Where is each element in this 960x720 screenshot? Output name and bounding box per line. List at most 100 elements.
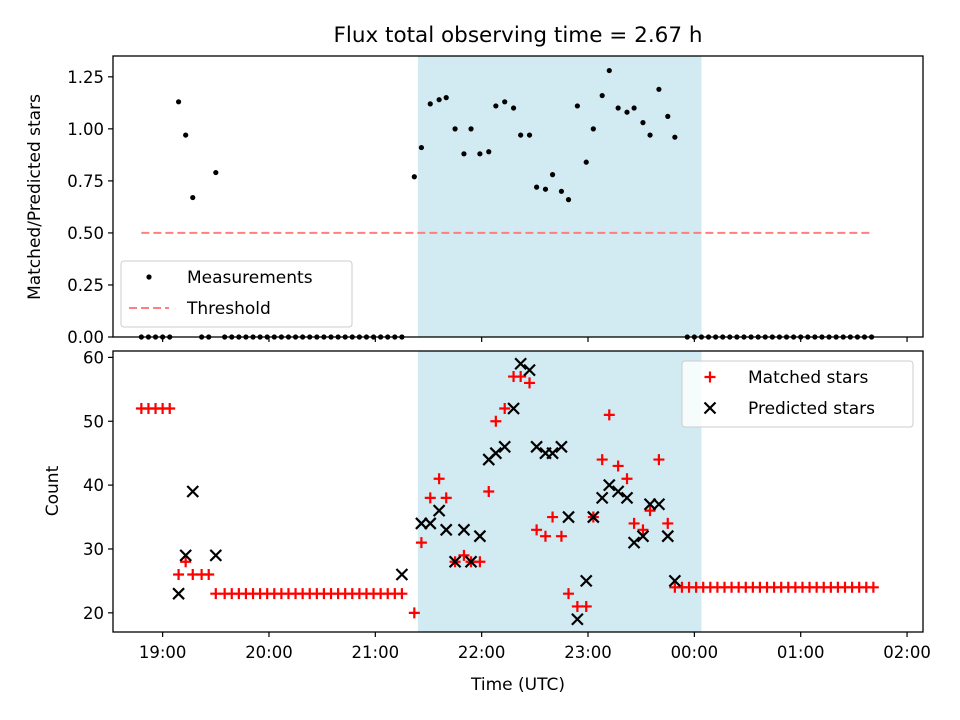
- bottom-matched-point: [415, 537, 427, 549]
- top-measurement-point: [452, 126, 458, 132]
- bottom-predicted-point: [457, 523, 471, 537]
- top-measurement-point: [542, 186, 549, 192]
- bottom-matched-point: [612, 460, 624, 472]
- bottom-predicted-point: [587, 510, 600, 524]
- chart-title: Flux total observing time = 2.67 h: [334, 23, 703, 48]
- top-measurement-point: [411, 174, 417, 180]
- bottom-predicted-point: [179, 549, 192, 562]
- top-measurement-point: [647, 132, 653, 138]
- top-measurement-point: [213, 169, 219, 176]
- bottom-matched-point: [483, 486, 495, 497]
- bottom-predicted-point: [464, 555, 478, 569]
- bottom-matched-point: [603, 409, 615, 421]
- top-measurement-point: [493, 103, 499, 109]
- bottom-matched-point: [596, 454, 608, 466]
- bottom-matched-point: [621, 473, 633, 485]
- bottom-predicted-point: [579, 574, 593, 588]
- bottom-matched-point: [515, 371, 527, 383]
- bottom-predicted-point: [546, 446, 559, 460]
- bottom-predicted-point: [571, 612, 584, 626]
- bottom-matched-point: [173, 569, 185, 581]
- bottom-predicted-point: [395, 568, 409, 581]
- top-measurement-point: [672, 134, 678, 140]
- top-measurement-point: [486, 149, 492, 155]
- bottom-legend-label: Predicted stars: [748, 399, 875, 419]
- top-measurement-point: [526, 132, 533, 138]
- bottom-predicted-point: [473, 529, 487, 543]
- top-measurement-point: [665, 113, 671, 119]
- bottom-predicted-point: [498, 440, 511, 454]
- bottom-legend-label: Matched stars: [748, 368, 868, 388]
- bottom-predicted-point: [555, 440, 568, 454]
- top-measurement-point: [549, 172, 556, 178]
- bottom-predicted-point: [448, 555, 462, 569]
- bottom-predicted-point: [661, 529, 675, 543]
- top-measurement-point: [656, 86, 662, 92]
- top-measurement-point: [558, 188, 565, 194]
- bottom-matched-point: [547, 511, 559, 523]
- bottom-y-tick-label: 20: [83, 604, 104, 623]
- top-panel: 0.00 0.25 0.50 0.75 1.00 1.25 Measurements Thre…: [67, 55, 924, 347]
- bottom-predicted-point: [620, 491, 634, 505]
- bottom-predicted-point: [423, 517, 437, 530]
- top-measurement-point: [599, 92, 605, 99]
- top-measurement-point: [590, 126, 596, 132]
- bottom-x-tick-label: 19:00: [139, 643, 187, 662]
- bottom-predicted-point: [627, 536, 641, 549]
- bottom-x-tick-label: 20:00: [245, 643, 293, 662]
- top-legend-label: Threshold: [186, 299, 271, 319]
- bottom-matched-point: [180, 556, 192, 568]
- bottom-predicted-point: [432, 504, 446, 517]
- top-y-tick-label: 0.75: [67, 172, 104, 191]
- bottom-y-tick-label: 50: [83, 412, 104, 431]
- bottom-x-tick-label: 21:00: [352, 643, 400, 662]
- bottom-predicted-point: [489, 446, 503, 460]
- top-measurement-point: [502, 99, 508, 105]
- top-legend-label: Measurements: [187, 268, 313, 288]
- top-y-tick-label: 1.00: [67, 120, 104, 139]
- top-measurement-point: [574, 103, 580, 109]
- top-shaded-region: [417, 56, 702, 337]
- bottom-x-tick-label: 00:00: [671, 643, 719, 662]
- bottom-predicted-point: [523, 363, 536, 377]
- top-measurement-point: [443, 95, 449, 101]
- bottom-matched-point: [490, 415, 502, 427]
- top-legend-box: [120, 260, 353, 328]
- bottom-y-tick-label: 60: [83, 348, 104, 367]
- bottom-y-tick-label: 30: [83, 540, 104, 559]
- bottom-predicted-point: [186, 485, 200, 498]
- top-measurement-point: [468, 126, 474, 132]
- top-measurement-point: [436, 97, 442, 103]
- bottom-matched-point: [653, 454, 665, 466]
- bottom-predicted-point: [595, 491, 609, 505]
- bottom-predicted-point: [652, 497, 666, 511]
- bottom-panel: 20 30 40 50 60 19:00 20:00 21:00 22:00 23:00 00:00…: [83, 348, 931, 662]
- bottom-predicted-point: [172, 587, 185, 600]
- bottom-x-tick-label: 02:00: [883, 643, 931, 662]
- top-measurement-point: [624, 109, 630, 115]
- bottom-matched-point: [433, 473, 445, 485]
- bottom-x-tick-label: 22:00: [458, 643, 506, 662]
- bottom-predicted-point: [439, 523, 453, 537]
- bottom-matched-point: [555, 530, 567, 542]
- bottom-matched-point: [424, 492, 436, 504]
- bottom-predicted-point: [668, 574, 682, 588]
- bottom-matched-point: [867, 581, 879, 593]
- top-measurement-point: [510, 105, 517, 111]
- bottom-matched-point: [164, 402, 176, 414]
- bottom-x-tick-label: 01:00: [777, 643, 825, 662]
- bottom-matched-point: [408, 607, 420, 619]
- bottom-y-axis-label: Count: [43, 465, 63, 516]
- bottom-matched-point: [440, 492, 452, 504]
- bottom-matched-point: [396, 588, 408, 600]
- bottom-matched-point: [637, 524, 649, 536]
- top-measurement-point: [427, 101, 433, 107]
- x-axis-label: Time (UTC): [470, 675, 565, 695]
- bottom-y-tick-label: 40: [83, 476, 104, 495]
- bottom-axes-frame: [112, 350, 924, 633]
- top-measurement-point: [477, 151, 483, 157]
- bottom-matched-point: [499, 402, 511, 414]
- bottom-matched-point: [628, 517, 640, 529]
- bottom-predicted-point: [562, 510, 575, 524]
